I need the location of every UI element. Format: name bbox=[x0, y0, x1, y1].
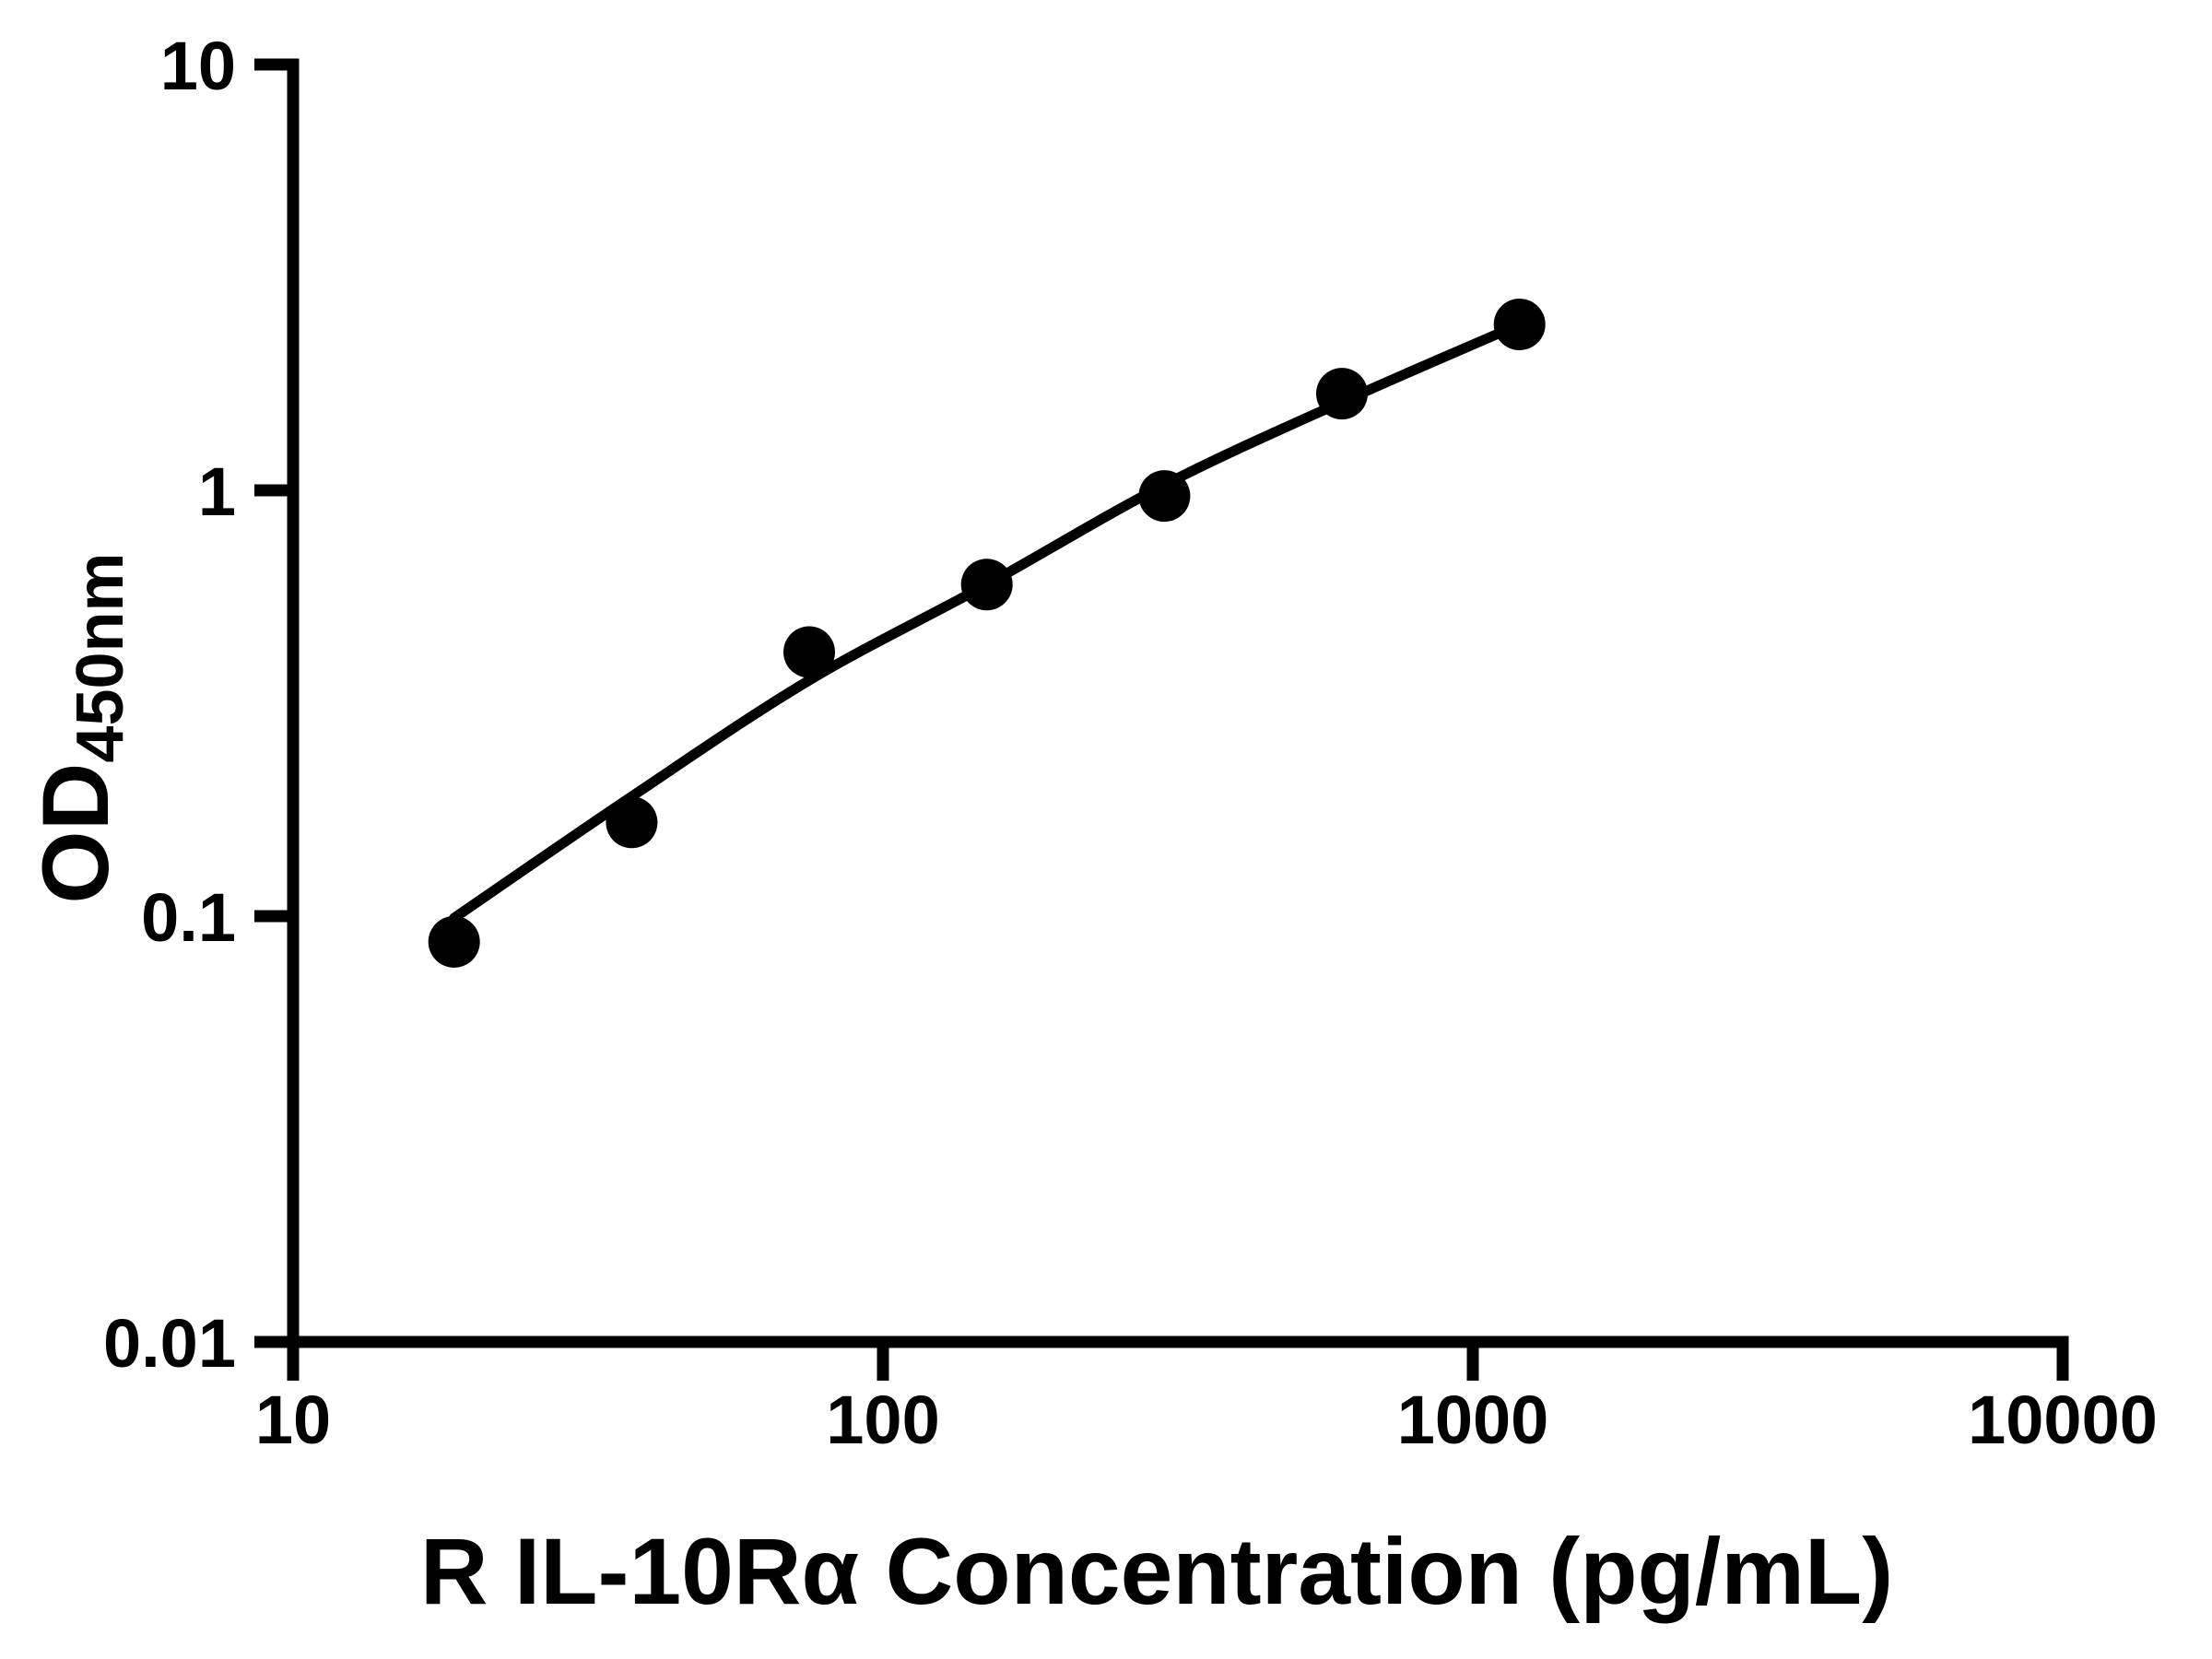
data-point bbox=[960, 559, 1013, 611]
x-axis-title: R IL-10Rα Concentration (pg/mL) bbox=[420, 1519, 1893, 1624]
x-axis-tick-label: 10000 bbox=[1968, 1382, 2158, 1458]
data-point bbox=[606, 796, 658, 849]
y-axis-tick-label: 1 bbox=[198, 453, 236, 530]
x-axis-tick-label: 100 bbox=[826, 1382, 939, 1458]
ticks-group bbox=[254, 58, 2069, 1381]
data-point bbox=[783, 626, 835, 678]
data-point bbox=[1316, 368, 1368, 420]
data-point bbox=[1493, 299, 1546, 350]
y-axis-tick-label: 0.01 bbox=[103, 1305, 236, 1382]
tick-labels-group: 10 100 1000 10000 10 1 0.1 0.01 bbox=[103, 28, 2158, 1458]
axes-group bbox=[287, 58, 2069, 1348]
y-axis-title-main: OD bbox=[23, 763, 128, 904]
data-point bbox=[1138, 470, 1191, 523]
x-axis-tick-label: 1000 bbox=[1397, 1382, 1549, 1458]
y-axis-title: OD450nm bbox=[23, 552, 137, 903]
y-axis-title-sub: 450nm bbox=[64, 552, 137, 762]
x-axis-tick-label: 10 bbox=[255, 1382, 331, 1458]
data-point bbox=[428, 915, 480, 968]
data-points-group bbox=[428, 299, 1546, 968]
y-axis-tick-label: 0.1 bbox=[141, 879, 236, 956]
y-axis-tick-label: 10 bbox=[160, 28, 236, 104]
